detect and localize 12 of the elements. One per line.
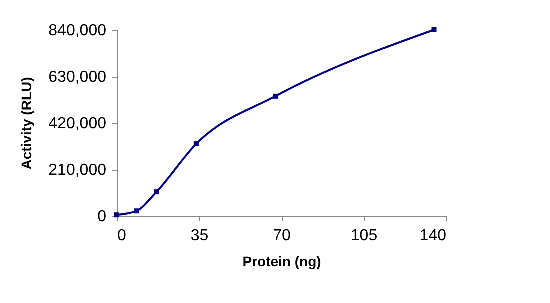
y-tick-label: 210,000 — [48, 162, 107, 179]
y-tick-label: 0 — [98, 208, 107, 226]
y-tick-label: 420,000 — [48, 116, 107, 132]
x-tick-label: 0 — [118, 228, 126, 244]
x-tick-label: 70 — [273, 228, 291, 244]
y-tick-label: 630,000 — [48, 69, 107, 86]
x-tick-label: 105 — [350, 228, 378, 244]
x-tick-label: 140 — [420, 228, 447, 244]
x-axis-title: Protein (ng) — [242, 254, 322, 270]
x-tick-label: 35 — [190, 228, 209, 244]
y-axis-title: Activity (RLU) — [18, 77, 35, 170]
y-tick-label: 840,000 — [48, 22, 107, 40]
